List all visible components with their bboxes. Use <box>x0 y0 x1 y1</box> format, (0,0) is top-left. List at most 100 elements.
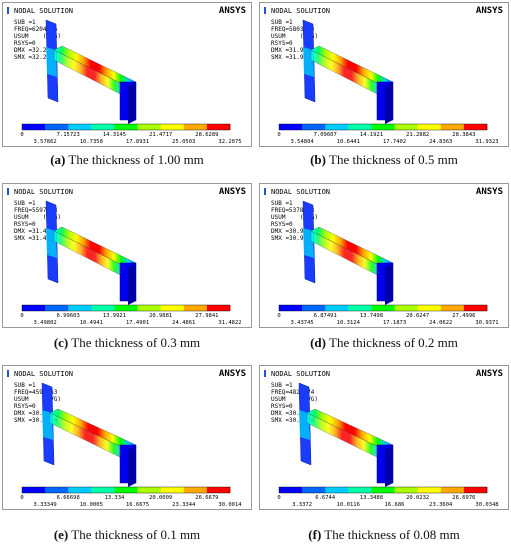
scale-label: 20.6247 <box>406 313 429 319</box>
scale-label: 0 <box>20 313 23 319</box>
info-line: SUB =1 <box>14 200 36 207</box>
scale-label: 17.1873 <box>383 320 406 326</box>
scale-label: 30.9371 <box>475 320 498 326</box>
scale-label: 20.9881 <box>149 313 172 319</box>
info-line: FREQ=4820.74 <box>271 389 315 396</box>
triad <box>264 7 266 14</box>
scale-label: 13.334 <box>105 495 126 501</box>
colorbar-segment <box>22 487 46 493</box>
colorbar-segment <box>22 124 46 130</box>
colorbar-frame <box>278 486 488 494</box>
ansys-plot: NODAL SOLUTION ANSYS SUB =1FREQ=4820.74USU… <box>259 365 509 510</box>
header: NODAL SOLUTION <box>271 188 330 196</box>
info-line: SUB =1 <box>271 19 293 26</box>
frame <box>259 183 509 328</box>
scale-label: 7.09607 <box>314 132 337 138</box>
scale-label: 14.3145 <box>103 132 126 138</box>
colorbar-segment <box>91 124 115 130</box>
header: NODAL SOLUTION <box>14 370 73 378</box>
scale-label: 0 <box>277 495 280 501</box>
caption-label: (d) <box>310 335 326 350</box>
caption-text: The thickness of 0.1 mm <box>71 527 201 542</box>
caption-text: The thickness of 0.3 mm <box>71 335 201 350</box>
colorbar-segment <box>68 487 92 493</box>
caption-label: (b) <box>310 152 326 167</box>
info-line: SMX =30.0348 <box>271 417 315 424</box>
scale-label: 20.0232 <box>406 495 429 501</box>
caption-label: (a) <box>50 152 66 167</box>
colorbar-segment <box>45 305 69 311</box>
scale-label: 7.15723 <box>57 132 80 138</box>
brand: ANSYS <box>476 187 503 197</box>
ansys-plot: NODAL SOLUTION ANSYS SUB =1FREQ=5378.93USU… <box>259 183 509 328</box>
scale-label: 23.3344 <box>172 502 196 508</box>
ansys-plot: NODAL SOLUTION ANSYS SUB =1FREQ=4595.63USU… <box>2 365 252 510</box>
colorbar-segment <box>440 487 465 493</box>
colorbar-segment <box>114 487 138 493</box>
info-line: USUM (AVG) <box>271 214 318 221</box>
scale-label: 32.2075 <box>218 139 241 145</box>
caption-text: The thickness of 1.00 mm <box>68 152 204 167</box>
scale-label: 16.686 <box>385 502 405 508</box>
caption: (f) The thickness of 0.08 mm <box>259 527 509 543</box>
scale-label: 31.4822 <box>218 320 241 326</box>
info-line: DMX =31.4822 <box>14 228 58 235</box>
info-line: SUB =1 <box>271 382 293 389</box>
info-line: FREQ=4595.63 <box>14 389 58 396</box>
scale-label: 3.3372 <box>292 502 312 508</box>
scale-label: 13.3488 <box>360 495 383 501</box>
triad <box>7 370 9 377</box>
colorbar-segment <box>68 305 92 311</box>
colorbar-segment <box>325 124 349 130</box>
colorbar-segment <box>137 124 161 130</box>
scale-label: 24.0622 <box>429 320 452 326</box>
scale-label: 21.4717 <box>149 132 172 138</box>
colorbar-segment <box>463 124 488 130</box>
panel: NODAL SOLUTION ANSYS SUB =1 FREQ=5378.93 USU… <box>259 183 509 328</box>
panel: NODAL SOLUTION ANSYS SUB =1 FREQ=4820.74 USU… <box>259 365 509 510</box>
caption-text: The thickness of 0.5 mm <box>329 152 458 167</box>
scale-label: 27.4996 <box>452 313 475 319</box>
colorbar-segment <box>206 305 231 311</box>
info-line: SMX =31.9323 <box>271 54 315 61</box>
scale-label: 17.7402 <box>383 139 406 145</box>
colorbar-frame <box>21 486 231 494</box>
brand: ANSYS <box>476 369 503 379</box>
colorbar-frame <box>278 123 488 131</box>
end-block-side <box>385 82 393 124</box>
brand: ANSYS <box>219 6 246 16</box>
scale-label: 0 <box>277 313 280 319</box>
scale-label: 17.8931 <box>126 139 149 145</box>
scale-label: 3.54804 <box>291 139 315 145</box>
panel: NODAL SOLUTION ANSYS SUB =1 FREQ=5597.78 USU… <box>2 183 252 328</box>
info-line: DMX =30.0014 <box>14 410 58 417</box>
caption-label: (c) <box>53 335 69 350</box>
frame <box>2 2 252 147</box>
info-line: FREQ=5597.78 <box>14 207 58 214</box>
colorbar-segment <box>279 305 303 311</box>
colorbar-segment <box>137 487 161 493</box>
scale-label: 28.6289 <box>195 132 218 138</box>
panel: NODAL SOLUTION ANSYS SUB =1 FREQ=6204.66 USU… <box>2 2 252 147</box>
end-block-side <box>128 263 136 305</box>
colorbar-segment <box>417 305 442 311</box>
scale-label: 13.7498 <box>360 313 383 319</box>
brand: ANSYS <box>219 187 246 197</box>
scale-label: 13.9921 <box>103 313 126 319</box>
ansys-plot: NODAL SOLUTION ANSYS SUB =1FREQ=5597.78USU… <box>2 183 252 328</box>
end-block-side <box>128 445 136 487</box>
scale-label: 10.3124 <box>337 320 361 326</box>
colorbar-frame <box>21 123 231 131</box>
colorbar-segment <box>463 487 488 493</box>
colorbar-segment <box>279 124 303 130</box>
info-line: SMX =31.4822 <box>14 235 58 242</box>
colorbar-segment <box>325 487 349 493</box>
end-block-side <box>128 82 136 124</box>
colorbar-segment <box>371 124 395 130</box>
ansys-plot: NODAL SOLUTION ANSYS SUB =1FREQ=6204.66USU… <box>2 2 252 147</box>
colorbar-segment <box>440 124 465 130</box>
colorbar-segment <box>91 487 115 493</box>
colorbar-segment <box>394 305 418 311</box>
info-line: RSYS=0 <box>14 221 36 228</box>
info-line: SUB =1 <box>14 19 36 26</box>
